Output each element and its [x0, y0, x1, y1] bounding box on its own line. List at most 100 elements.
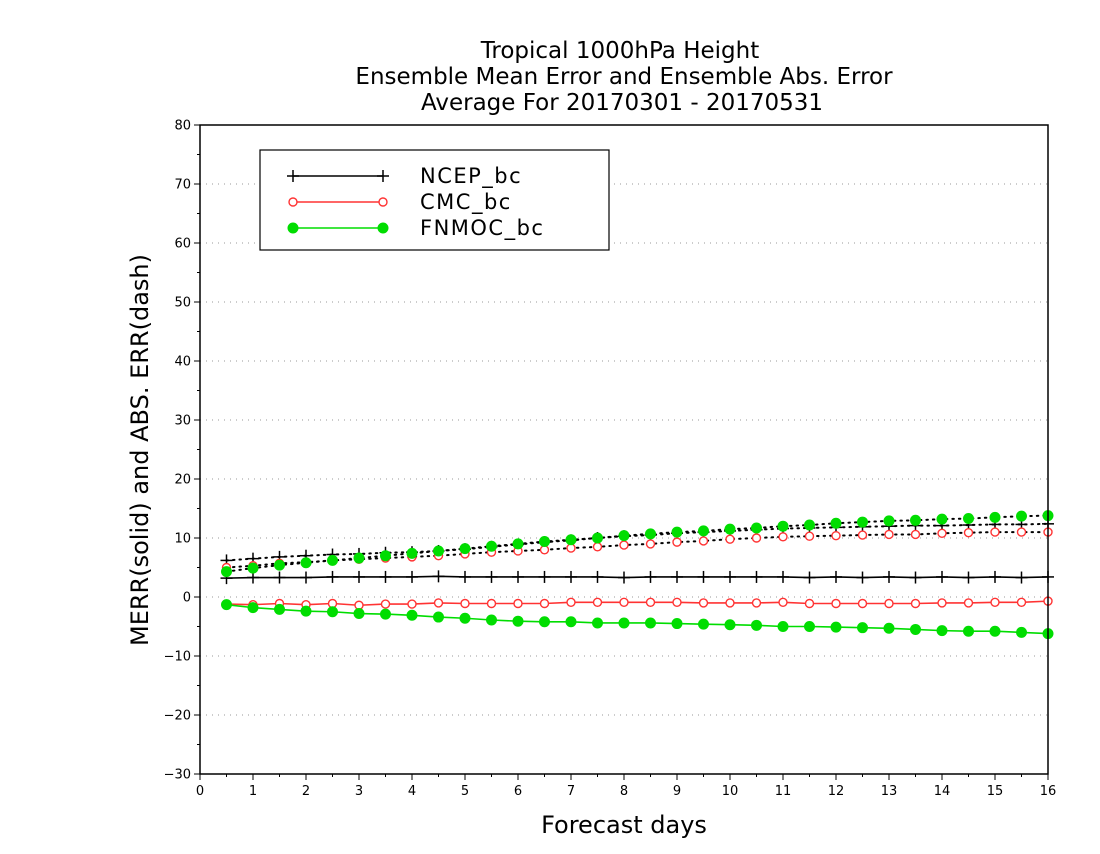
- legend-marker-cmc-bc: [288, 197, 298, 207]
- cmc-bc-abs-err-point: [857, 530, 868, 540]
- y-axis-label: MERR(solid) and ABS. ERR(dash): [126, 254, 154, 646]
- series-fnmoc-bc: [221, 510, 1054, 640]
- y-tick-label: 70: [174, 178, 191, 193]
- fnmoc-bc-abs-err-point: [804, 519, 815, 531]
- x-tick-label: 9: [673, 784, 681, 799]
- fnmoc-bc-abs-err-point: [512, 538, 524, 550]
- cmc-bc-abs-err-point: [592, 542, 603, 552]
- fnmoc-bc-abs-err-point: [671, 526, 683, 538]
- fnmoc-bc-merr-point: [565, 616, 577, 628]
- fnmoc-bc-abs-err-point: [724, 523, 736, 535]
- cmc-bc-abs-err-point: [619, 540, 629, 550]
- x-tick-label: 1: [249, 784, 257, 799]
- x-tick-label: 4: [408, 784, 416, 799]
- y-tick-label: 80: [174, 119, 191, 134]
- y-tick-label: 10: [174, 532, 191, 547]
- cmc-bc-merr-point: [672, 597, 682, 608]
- cmc-bc-abs-err-point: [831, 530, 841, 541]
- fnmoc-bc-merr-point: [353, 608, 365, 620]
- cmc-bc-abs-err-point: [672, 537, 682, 547]
- fnmoc-bc-merr-point: [724, 619, 736, 631]
- cmc-bc-merr-point: [804, 598, 815, 609]
- fnmoc-bc-abs-err-point: [989, 511, 1001, 523]
- fnmoc-bc-abs-err-point: [592, 532, 603, 544]
- fnmoc-bc-abs-err-point: [565, 534, 577, 546]
- fnmoc-bc-abs-err-point: [777, 520, 789, 532]
- cmc-bc-merr-point: [884, 598, 894, 609]
- fnmoc-bc-abs-err-point: [353, 552, 365, 564]
- fnmoc-bc-abs-err-point: [645, 528, 656, 540]
- fnmoc-bc-merr-point: [380, 608, 391, 620]
- cmc-bc-abs-err-point: [937, 528, 947, 538]
- fnmoc-bc-merr-point: [751, 619, 762, 631]
- fnmoc-bc-abs-err-point: [380, 550, 391, 562]
- legend-box: [259, 149, 610, 251]
- title-line-2: Ensemble Mean Error and Ensemble Abs. Er…: [355, 64, 893, 90]
- x-tick-label: 13: [881, 784, 898, 799]
- cmc-bc-merr-point: [1016, 597, 1027, 608]
- cmc-bc-merr-point: [566, 597, 576, 608]
- legend-marker-fnmoc-bc: [287, 222, 299, 234]
- x-tick-label: 12: [828, 784, 845, 799]
- y-tick-label: 60: [174, 237, 191, 252]
- fnmoc-bc-abs-err-point: [857, 516, 868, 528]
- cmc-bc-abs-err-point: [751, 533, 762, 543]
- cmc-bc-merr-point: [910, 598, 921, 609]
- x-tick-label: 3: [355, 784, 363, 799]
- cmc-bc-merr-point: [513, 598, 523, 609]
- cmc-bc-abs-err-point: [990, 527, 1000, 537]
- x-tick-label: 8: [620, 784, 628, 799]
- cmc-bc-abs-err-point: [884, 529, 894, 540]
- fnmoc-bc-merr-point: [936, 625, 948, 637]
- y-tick-label: −10: [164, 650, 191, 665]
- fnmoc-bc-abs-err-point: [539, 536, 550, 548]
- fnmoc-bc-merr-point: [989, 625, 1001, 637]
- fnmoc-bc-merr-point: [247, 602, 259, 614]
- legend-label-cmc-bc: CMC_bc: [420, 190, 512, 215]
- cmc-bc-merr-point: [751, 598, 762, 608]
- cmc-bc-abs-err-point: [645, 539, 656, 549]
- cmc-bc-merr-point: [831, 598, 841, 609]
- legend-label-ncep-bc: NCEP_bc: [420, 164, 522, 189]
- cmc-bc-merr-point: [937, 598, 947, 608]
- y-tick-label: 50: [174, 296, 191, 311]
- fnmoc-bc-abs-err-point: [830, 517, 842, 529]
- cmc-bc-merr-point: [698, 598, 709, 608]
- cmc-bc-abs-err-point: [778, 532, 788, 542]
- fnmoc-bc-abs-err-point: [936, 513, 948, 525]
- cmc-bc-merr-point: [460, 598, 470, 609]
- fnmoc-bc-merr-point: [539, 616, 550, 628]
- fnmoc-bc-abs-err-point: [433, 545, 444, 557]
- fnmoc-bc-abs-err-point: [300, 557, 312, 569]
- y-tick-label: 30: [174, 414, 191, 429]
- cmc-bc-merr-point: [486, 598, 497, 609]
- x-tick-label: 11: [775, 784, 792, 799]
- fnmoc-bc-abs-err-point: [327, 554, 338, 566]
- title-line-1: Tropical 1000hPa Height: [480, 38, 760, 64]
- x-tick-label: 6: [514, 784, 522, 799]
- cmc-bc-merr-point: [725, 598, 735, 608]
- cmc-bc-abs-err-point: [963, 527, 974, 538]
- fnmoc-bc-abs-err-point: [618, 530, 630, 542]
- cmc-bc-merr-point: [857, 598, 868, 609]
- fnmoc-bc-merr-point: [963, 625, 974, 637]
- legend-marker-cmc-bc: [378, 197, 388, 207]
- fnmoc-bc-merr-point: [274, 603, 285, 615]
- y-tick-label: −30: [164, 768, 191, 783]
- series-lines: [220, 510, 1054, 640]
- fnmoc-bc-merr-point: [406, 609, 418, 621]
- x-tick-label: 16: [1040, 784, 1057, 799]
- fnmoc-bc-merr-point: [221, 599, 232, 611]
- fnmoc-bc-abs-err-point: [406, 547, 418, 559]
- title-line-3: Average For 20170301 - 20170531: [421, 90, 823, 116]
- fnmoc-bc-abs-err-point: [751, 522, 762, 534]
- fnmoc-bc-abs-err-point: [883, 515, 895, 527]
- fnmoc-bc-abs-err-point: [698, 525, 709, 537]
- fnmoc-bc-merr-point: [777, 621, 789, 632]
- fnmoc-bc-merr-point: [857, 622, 868, 634]
- legend-label-fnmoc-bc: FNMOC_bc: [420, 216, 544, 241]
- cmc-bc-abs-err-point: [698, 536, 709, 546]
